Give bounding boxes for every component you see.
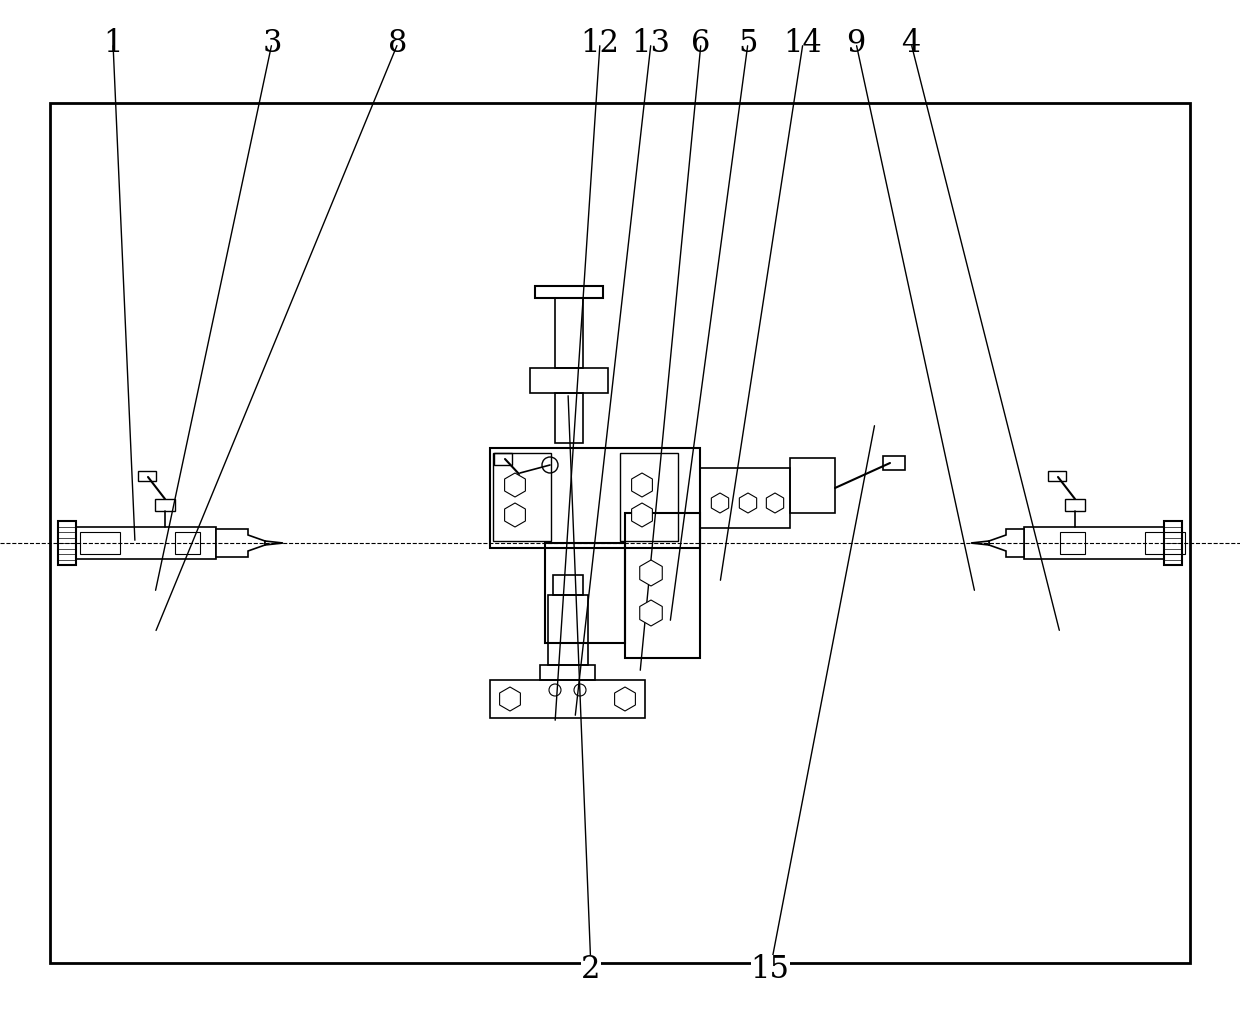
Bar	[553, 575, 583, 595]
Bar	[490, 448, 701, 548]
Bar	[529, 368, 608, 393]
Text: 4: 4	[901, 27, 920, 59]
Bar	[1145, 532, 1185, 554]
Text: 3: 3	[262, 27, 281, 59]
Bar	[81, 532, 120, 554]
Bar	[556, 298, 583, 368]
Bar	[701, 468, 790, 528]
Polygon shape	[615, 687, 635, 711]
Bar	[490, 680, 645, 718]
Bar	[1024, 527, 1164, 559]
Text: 9: 9	[847, 27, 866, 59]
Polygon shape	[739, 493, 756, 513]
Polygon shape	[640, 560, 662, 586]
Polygon shape	[631, 503, 652, 527]
Bar	[883, 456, 905, 470]
Polygon shape	[505, 503, 526, 527]
Bar	[534, 286, 603, 298]
Bar	[1065, 499, 1085, 511]
Polygon shape	[505, 473, 526, 497]
Polygon shape	[712, 493, 729, 513]
Polygon shape	[500, 687, 521, 711]
Bar	[790, 458, 835, 513]
Text: 15: 15	[750, 954, 790, 986]
Bar	[546, 543, 625, 643]
Bar	[620, 453, 678, 541]
Text: 13: 13	[631, 27, 671, 59]
Polygon shape	[265, 541, 283, 545]
Bar	[58, 521, 76, 565]
Bar	[155, 499, 175, 511]
Text: 5: 5	[738, 27, 758, 59]
Text: 12: 12	[580, 27, 620, 59]
Text: 8: 8	[388, 27, 408, 59]
Bar	[539, 665, 595, 680]
Bar	[76, 527, 216, 559]
Bar	[494, 453, 512, 465]
Polygon shape	[971, 541, 990, 545]
Polygon shape	[216, 529, 265, 557]
Text: 1: 1	[103, 27, 123, 59]
Polygon shape	[631, 473, 652, 497]
Bar	[1164, 521, 1182, 565]
Bar	[625, 513, 701, 658]
Polygon shape	[766, 493, 784, 513]
Text: 14: 14	[784, 27, 822, 59]
Bar	[1048, 471, 1066, 481]
Text: 6: 6	[692, 27, 711, 59]
Bar	[548, 595, 588, 665]
Bar	[556, 393, 583, 443]
Bar	[175, 532, 200, 554]
Bar	[494, 453, 551, 541]
Bar	[138, 471, 156, 481]
Polygon shape	[640, 600, 662, 626]
Bar	[1060, 532, 1085, 554]
Bar	[50, 103, 1190, 963]
Text: 2: 2	[582, 954, 600, 986]
Polygon shape	[990, 529, 1024, 557]
